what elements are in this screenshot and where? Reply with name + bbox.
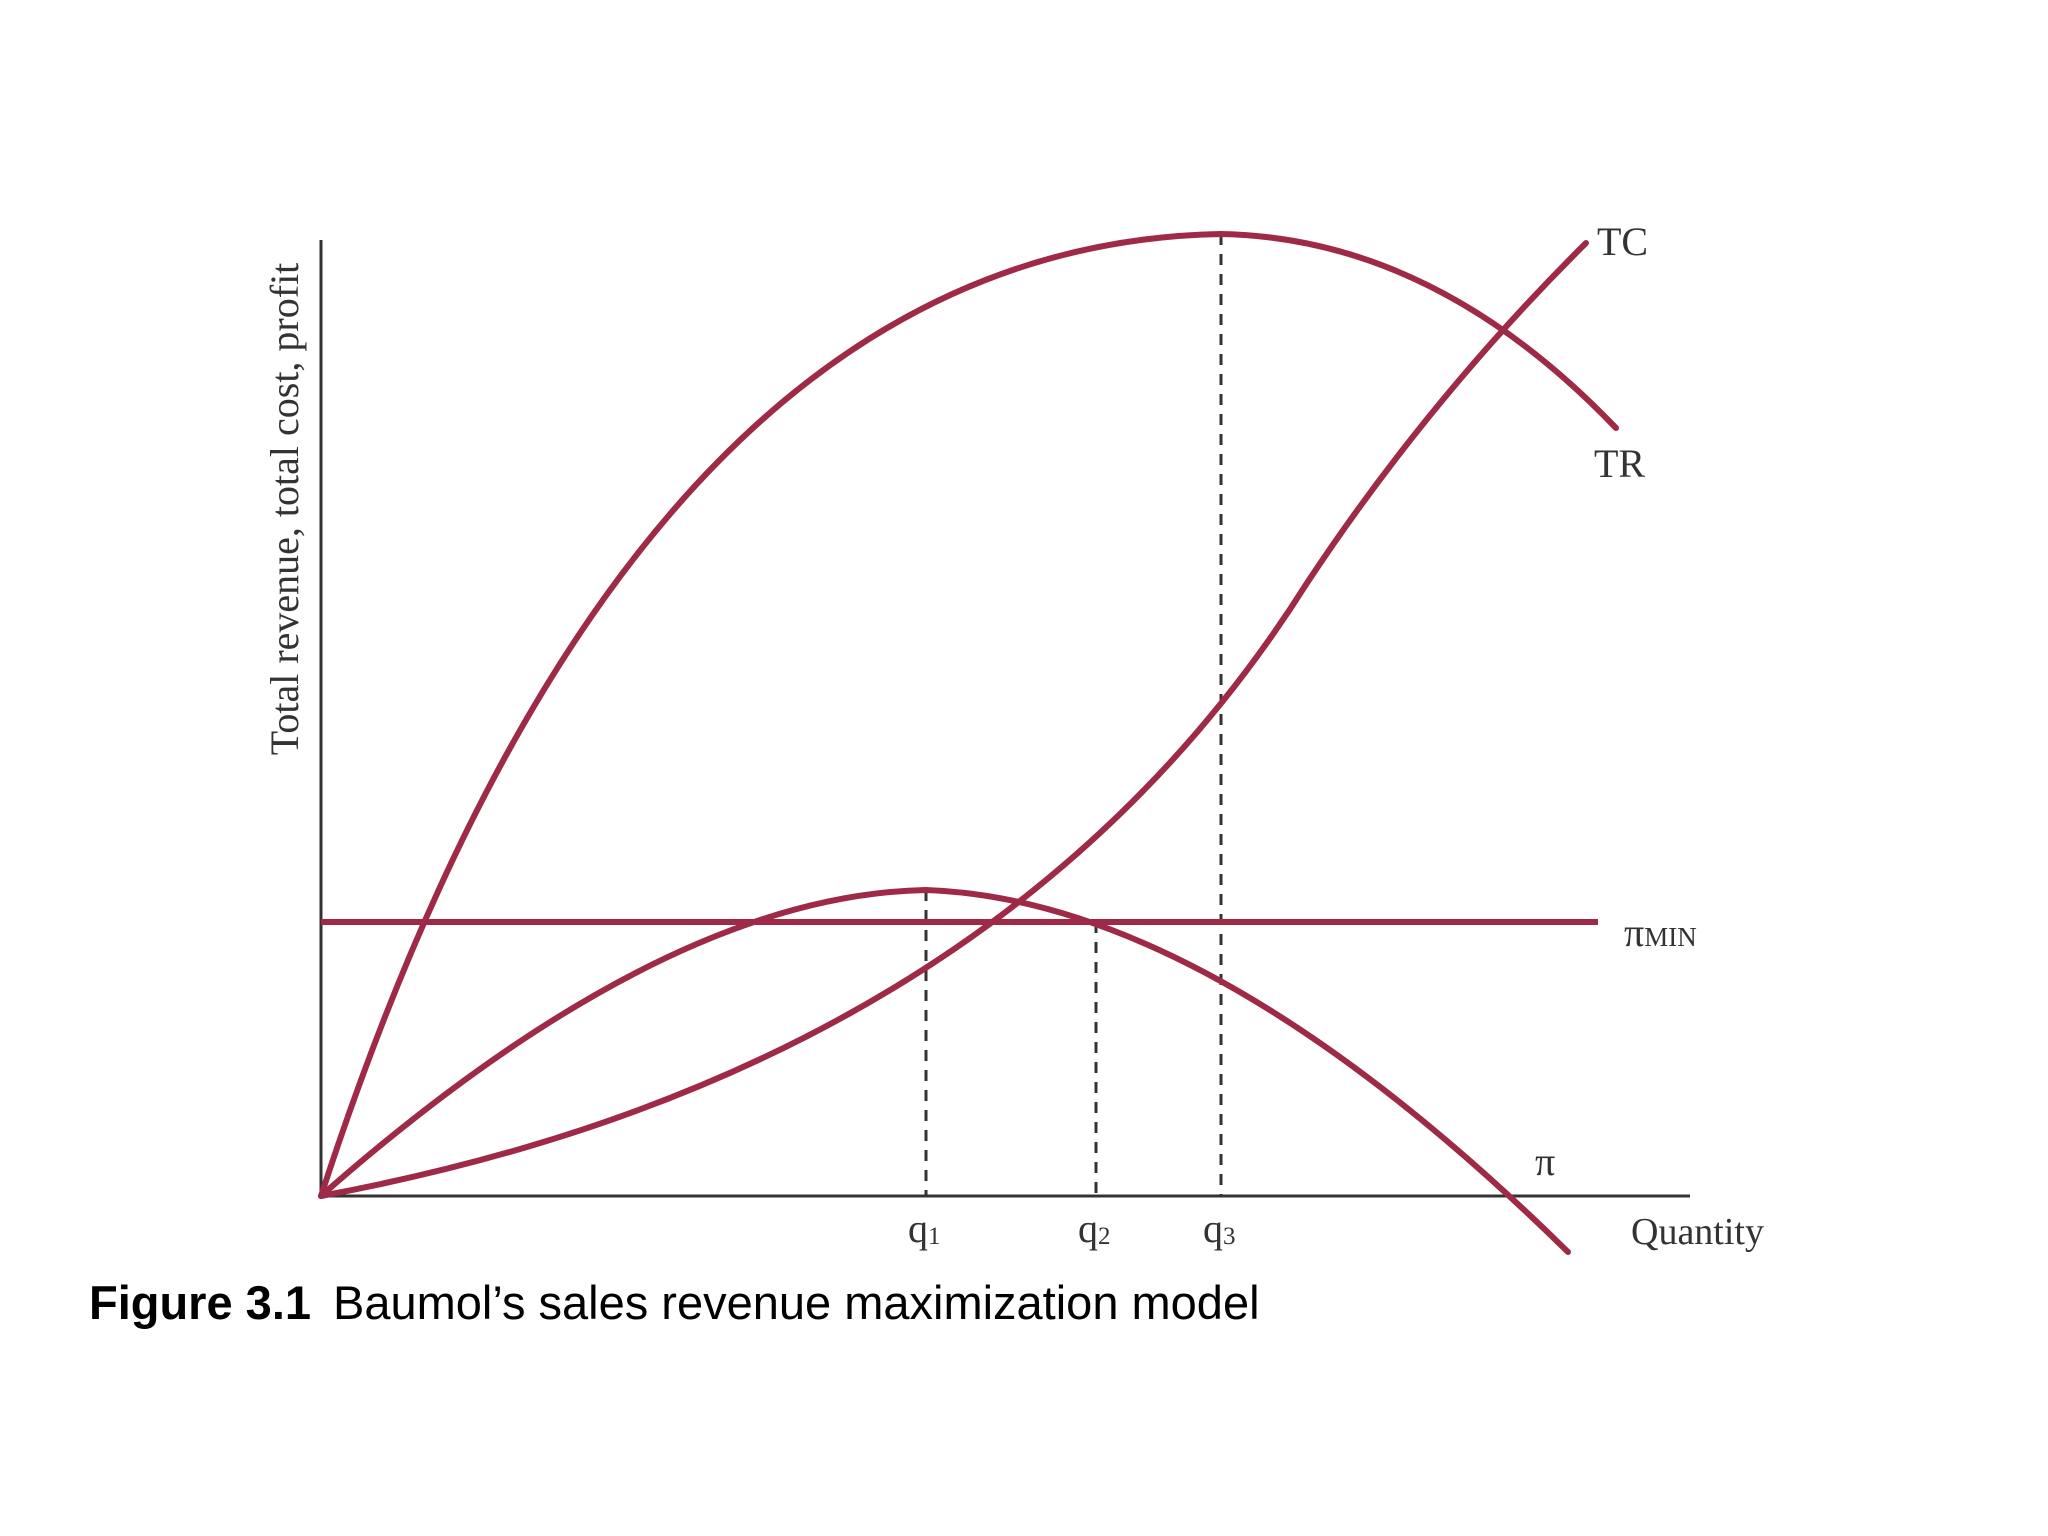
pi-min-symbol: π xyxy=(1624,910,1644,955)
q1-label: q1 xyxy=(908,1206,941,1251)
q3-subscript: 3 xyxy=(1223,1223,1236,1250)
pi-min-subscript: MIN xyxy=(1644,922,1697,952)
q3-base: q xyxy=(1203,1206,1223,1251)
tr-label: TR xyxy=(1594,441,1645,486)
q1-subscript: 1 xyxy=(928,1223,941,1250)
x-axis-label: Quantity xyxy=(1631,1211,1764,1253)
q1-base: q xyxy=(908,1206,928,1251)
pi-min-label: πMIN xyxy=(1624,910,1697,955)
tr-curve xyxy=(318,230,1619,1199)
tc-label: TC xyxy=(1597,219,1648,264)
profit-curve xyxy=(318,886,1571,1255)
figure-caption: Figure 3.1 Baumol’s sales revenue maximiz… xyxy=(89,1275,1260,1330)
y-axis-label: Total revenue, total cost, profit xyxy=(262,263,307,756)
q3-label: q3 xyxy=(1203,1206,1236,1251)
profit-label: π xyxy=(1535,1139,1555,1184)
caption-text: Baumol’s sales revenue maximization mode… xyxy=(333,1276,1260,1329)
tc-curve xyxy=(318,240,1589,1199)
q2-label: q2 xyxy=(1078,1206,1111,1251)
q2-base: q xyxy=(1078,1206,1098,1251)
q2-subscript: 2 xyxy=(1098,1223,1111,1250)
caption-number: Figure 3.1 xyxy=(89,1276,312,1329)
